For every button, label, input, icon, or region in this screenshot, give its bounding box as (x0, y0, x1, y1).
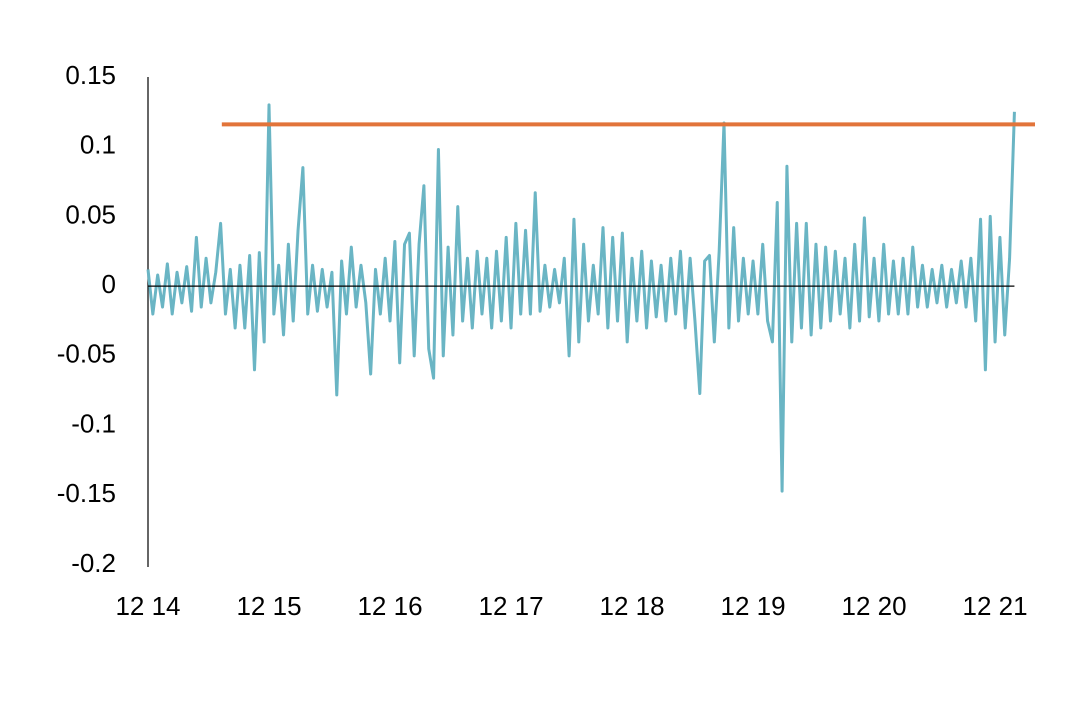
y-tick-label: -0.05 (57, 339, 116, 369)
y-tick-label: 0.15 (65, 60, 116, 90)
data-line (146, 103, 1016, 493)
x-tick-label: 12 15 (236, 591, 301, 621)
x-tick-label: 12 20 (842, 591, 907, 621)
x-tick-label: 12 16 (357, 591, 422, 621)
x-tick-label: 12 17 (478, 591, 543, 621)
x-tick-label: 12 18 (599, 591, 664, 621)
y-tick-label: -0.2 (71, 548, 116, 578)
y-tick-label: 0 (102, 269, 116, 299)
y-tick-label: -0.1 (71, 408, 116, 438)
y-tick-label: 0.05 (65, 199, 116, 229)
x-tick-label: 12 19 (721, 591, 786, 621)
x-tick-label: 12 14 (115, 591, 180, 621)
x-tick-label: 12 21 (963, 591, 1028, 621)
y-tick-label: 0.1 (80, 130, 116, 160)
y-tick-label: -0.15 (57, 478, 116, 508)
